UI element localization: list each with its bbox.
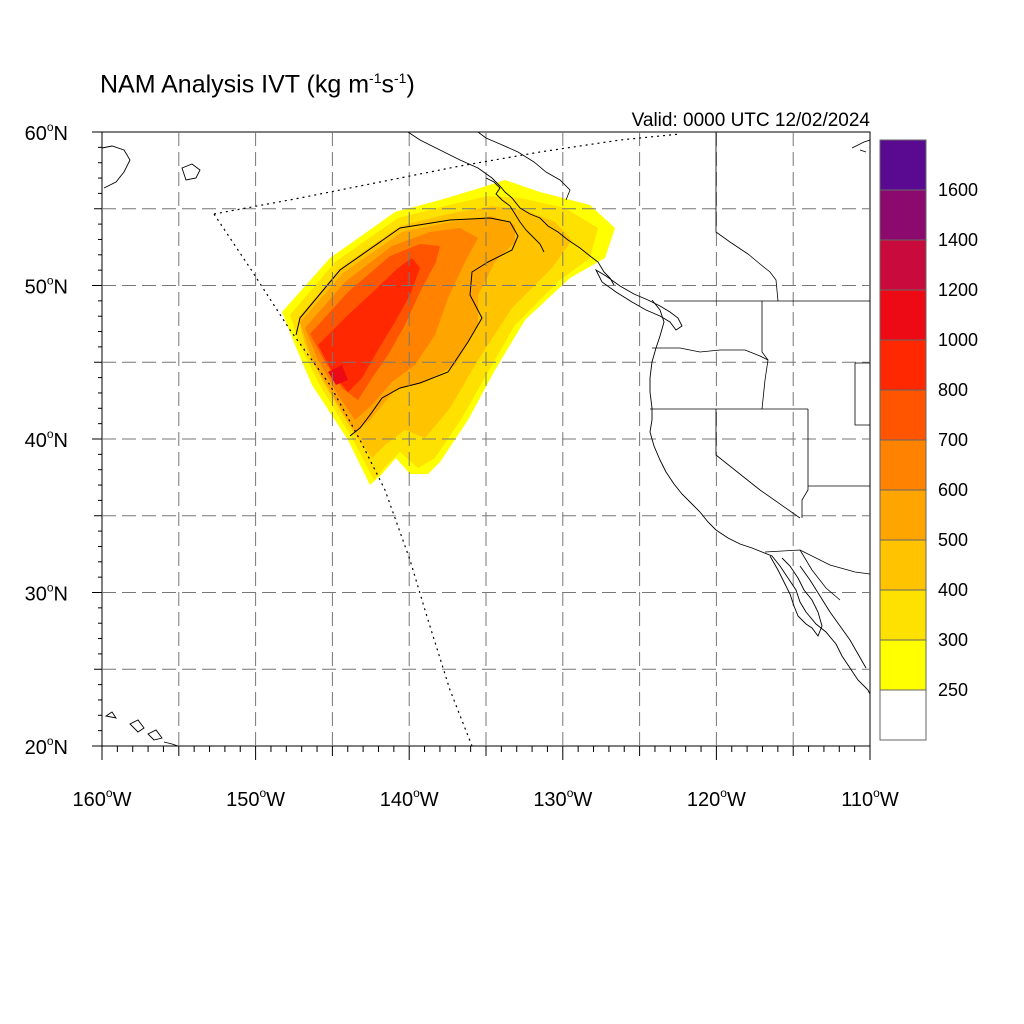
colorbar-swatch [879,689,927,741]
colorbar-swatch [879,489,927,541]
lon-label: 110oW [841,786,899,811]
domain-edge-west [213,213,473,746]
colorbar-swatch [879,189,927,241]
nam-domain-boundary [213,133,681,746]
border-id-west [761,301,769,410]
colorbar-label: 1200 [938,280,978,300]
border-us-mexico [764,549,870,575]
ivt-800-1000-region [318,258,420,392]
title-exponent-2: -1 [394,70,407,86]
colorbar-swatch [879,289,927,341]
coastline-vancouver-island [594,268,683,331]
political-boundaries [477,132,870,601]
title-text: NAM Analysis IVT (kg m [100,70,370,99]
latitude-labels: 60oN 50oN 40oN 30oN 20oN [25,120,68,759]
coastline-baja-california [769,555,823,637]
colorbar-label: 250 [938,680,968,700]
border-nv-ca [715,409,801,519]
title-close: ) [406,70,415,99]
border-wa-or [652,347,769,361]
lat-label: 30oN [25,581,68,606]
colorbar-swatch [879,139,927,191]
lon-label: 150oW [226,786,285,811]
colorbar-label: 700 [938,430,968,450]
colorbar-swatch [879,339,927,391]
lon-label: 120oW [687,786,746,811]
colorbar-swatch [879,389,927,441]
colorbar-swatch [879,239,927,291]
coastline-aleutian [102,145,201,746]
coastline-gulf-california [799,565,867,669]
ivt-field [282,180,615,485]
valid-time-label: Valid: 0000 UTC 12/02/2024 [631,110,870,131]
lat-label: 60oN [25,120,68,145]
lat-label: 20oN [25,734,68,759]
colorbar-swatch [879,539,927,591]
colorbar-label: 800 [938,380,968,400]
colorbar-label: 500 [938,530,968,550]
coastline-pacific-northwest [649,299,870,695]
ivt-contour-line [295,217,519,437]
coastline-alaska-panhandle [407,132,615,286]
colorbar-label: 400 [938,580,968,600]
title-text-s: s [381,70,395,99]
axis-ticks [92,131,871,760]
longitude-labels: 160oW 150oW 140oW 130oW 120oW 110oW [73,786,899,811]
colorbar-label: 1000 [938,330,978,350]
lon-label: 130oW [533,786,592,811]
border-sonora [799,549,841,601]
colorbar-label: 1600 [938,180,978,200]
colorbar-swatch [879,589,927,641]
colorbar-label: 600 [938,480,968,500]
lon-label: 160oW [73,786,132,811]
border-alaska-canada [477,132,571,201]
colorbar-swatch [879,439,927,491]
lat-lon-grid [102,132,870,746]
lat-label: 50oN [25,274,68,299]
title-exponent-1: -1 [369,70,382,86]
coastlines [102,132,870,746]
border-mt-wy [854,362,870,426]
coastline-bc-islands [485,177,545,253]
coastline-northern-islands [851,139,870,153]
colorbar: 250 300 400 500 600 700 800 1000 1200 1400 1600 [879,139,978,741]
ivt-1000-1200-region [328,365,348,385]
lon-label: 140oW [380,786,439,811]
lat-label: 40oN [25,427,68,452]
border-nv-east [801,409,809,518]
colorbar-swatch [879,639,927,691]
border-alaska-yukon [715,132,779,302]
colorbar-label: 1400 [938,230,978,250]
colorbar-label: 300 [938,630,968,650]
map-title: NAM Analysis IVT (kg m-1s-1) [100,70,415,99]
